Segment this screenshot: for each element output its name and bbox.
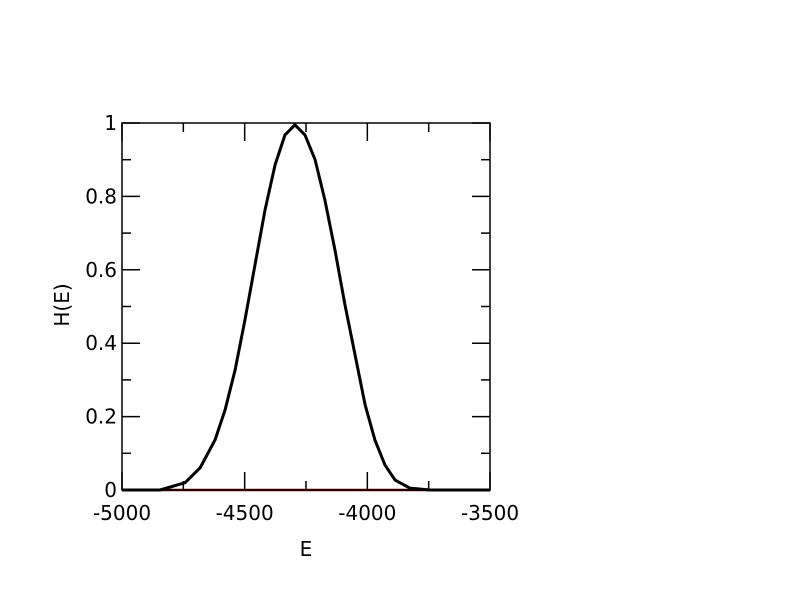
y-tick-label: 0 [104, 478, 117, 502]
y-tick-label: 0.4 [85, 331, 117, 355]
x-tick-label: -3500 [461, 501, 519, 525]
x-tick-label: -4500 [216, 501, 274, 525]
data-line [122, 123, 490, 492]
y-tick-label: 0.2 [85, 405, 117, 429]
plot-frame [121, 122, 491, 491]
y-tick-label: 1 [104, 111, 117, 135]
y-tick-label: 0.6 [85, 258, 117, 282]
x-tick-label: -5000 [93, 501, 151, 525]
y-axis-label: H(E) [50, 283, 74, 326]
x-axis-label: E [300, 537, 313, 561]
y-tick-label: 0.8 [85, 184, 117, 208]
x-tick-label: -4000 [338, 501, 396, 525]
